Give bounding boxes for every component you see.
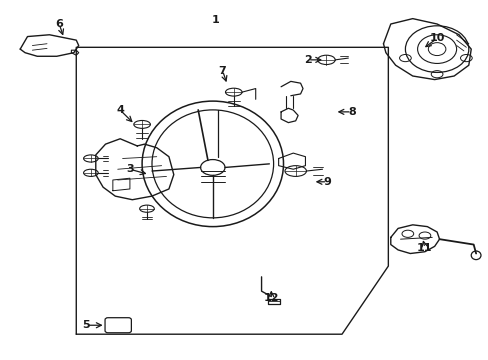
Text: 9: 9 [323,177,331,187]
FancyBboxPatch shape [105,318,131,333]
Text: 6: 6 [55,19,63,29]
Text: 1: 1 [211,15,219,26]
Text: 3: 3 [126,164,133,174]
Text: 2: 2 [304,55,311,65]
Text: 8: 8 [347,107,355,117]
Ellipse shape [140,205,154,212]
Ellipse shape [285,166,306,176]
Ellipse shape [83,155,98,162]
Text: 7: 7 [218,66,226,76]
Text: 11: 11 [416,243,432,253]
Text: 5: 5 [82,320,90,330]
Ellipse shape [83,169,98,176]
Text: 4: 4 [116,105,124,115]
Ellipse shape [470,251,480,260]
Text: 12: 12 [263,293,279,303]
Ellipse shape [225,88,242,96]
Ellipse shape [317,55,334,64]
Text: 10: 10 [428,33,444,43]
Ellipse shape [134,121,150,129]
